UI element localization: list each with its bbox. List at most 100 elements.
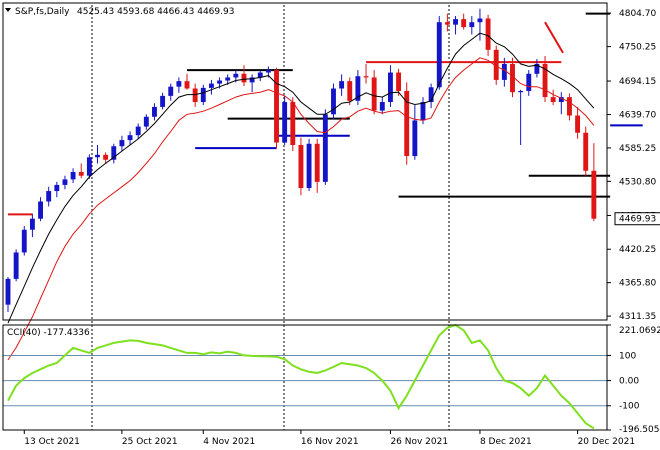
candle-body[interactable] [558, 97, 564, 103]
candle-body[interactable] [95, 154, 100, 158]
candle-body[interactable] [265, 70, 271, 73]
candle-body[interactable] [192, 88, 198, 103]
candle[interactable] [396, 68, 402, 96]
candle[interactable] [160, 92, 166, 110]
candle[interactable] [583, 126, 589, 176]
candle[interactable] [111, 143, 117, 164]
candle-body[interactable] [306, 143, 312, 188]
candle[interactable] [567, 93, 572, 121]
candle-body[interactable] [583, 132, 589, 171]
candle-body[interactable] [111, 146, 117, 160]
candle[interactable] [526, 70, 532, 96]
candle-body[interactable] [290, 102, 296, 145]
candle[interactable] [339, 74, 345, 96]
candle[interactable] [127, 131, 133, 145]
candle-body[interactable] [428, 87, 434, 103]
candle-body[interactable] [168, 86, 174, 96]
candle-body[interactable] [396, 72, 402, 91]
candle-body[interactable] [5, 278, 11, 305]
candle-body[interactable] [404, 90, 410, 157]
candle-body[interactable] [21, 229, 27, 253]
candle[interactable] [387, 65, 393, 107]
candle-body[interactable] [200, 87, 206, 103]
candle-body[interactable] [103, 154, 109, 160]
candle-body[interactable] [567, 97, 572, 116]
candle-body[interactable] [518, 90, 524, 93]
candle-body[interactable] [363, 76, 369, 78]
candle[interactable] [306, 138, 312, 192]
candle-body[interactable] [453, 19, 458, 25]
candle[interactable] [298, 137, 304, 196]
candle-body[interactable] [322, 114, 328, 182]
candle[interactable] [192, 83, 198, 107]
candle-body[interactable] [534, 63, 540, 74]
candle-body[interactable] [510, 63, 515, 93]
candle[interactable] [404, 82, 410, 165]
candle-body[interactable] [233, 73, 239, 78]
candle-body[interactable] [436, 22, 442, 88]
candle-body[interactable] [78, 172, 84, 176]
candle[interactable] [363, 63, 369, 84]
candle[interactable] [575, 106, 581, 139]
candle[interactable] [379, 97, 385, 115]
candle-body[interactable] [29, 218, 35, 230]
candle-body[interactable] [54, 184, 60, 192]
candle-body[interactable] [379, 102, 385, 111]
candle[interactable] [38, 197, 43, 222]
triangle-down-icon[interactable] [5, 8, 11, 12]
candle-body[interactable] [355, 76, 361, 101]
candle-body[interactable] [225, 77, 231, 81]
candle-body[interactable] [314, 143, 320, 182]
candle[interactable] [241, 65, 247, 87]
candle-body[interactable] [152, 106, 157, 117]
candle-body[interactable] [469, 22, 475, 28]
candle[interactable] [591, 143, 597, 222]
candle[interactable] [13, 249, 19, 282]
candle-body[interactable] [143, 116, 149, 127]
candle[interactable] [420, 97, 426, 125]
candle-body[interactable] [160, 95, 166, 107]
candle-body[interactable] [387, 72, 393, 103]
candle-body[interactable] [208, 83, 214, 88]
candle-body[interactable] [249, 77, 255, 83]
candle-body[interactable] [591, 170, 597, 219]
candle[interactable] [501, 57, 507, 87]
candle-body[interactable] [217, 80, 223, 84]
candle[interactable] [322, 109, 328, 185]
candle-body[interactable] [526, 73, 532, 91]
candle[interactable] [70, 168, 76, 184]
candle-body[interactable] [477, 18, 483, 23]
candle[interactable] [469, 16, 475, 35]
candle[interactable] [493, 45, 499, 85]
candle-body[interactable] [371, 77, 377, 111]
candle-body[interactable] [62, 179, 68, 185]
candle-body[interactable] [282, 102, 288, 143]
candle[interactable] [347, 77, 353, 106]
candle[interactable] [444, 13, 450, 32]
candle[interactable] [314, 138, 320, 193]
candle[interactable] [208, 79, 214, 95]
candle[interactable] [184, 73, 190, 90]
candle[interactable] [257, 70, 263, 82]
candle[interactable] [412, 105, 418, 160]
candle-body[interactable] [412, 120, 418, 157]
candle-body[interactable] [257, 72, 263, 78]
candle[interactable] [274, 67, 279, 149]
candle[interactable] [21, 226, 27, 256]
candle[interactable] [428, 83, 434, 109]
candle[interactable] [143, 114, 149, 130]
candle-body[interactable] [13, 252, 19, 279]
candle-body[interactable] [119, 140, 125, 147]
candle[interactable] [282, 95, 288, 145]
candle-body[interactable] [461, 19, 467, 28]
candle[interactable] [550, 89, 556, 106]
candle[interactable] [119, 135, 125, 152]
candle[interactable] [436, 16, 442, 90]
candle[interactable] [534, 59, 540, 78]
candle-body[interactable] [575, 115, 581, 133]
candle-body[interactable] [542, 63, 548, 98]
candle[interactable] [29, 213, 35, 238]
candle-body[interactable] [331, 88, 336, 115]
candle[interactable] [477, 8, 483, 41]
